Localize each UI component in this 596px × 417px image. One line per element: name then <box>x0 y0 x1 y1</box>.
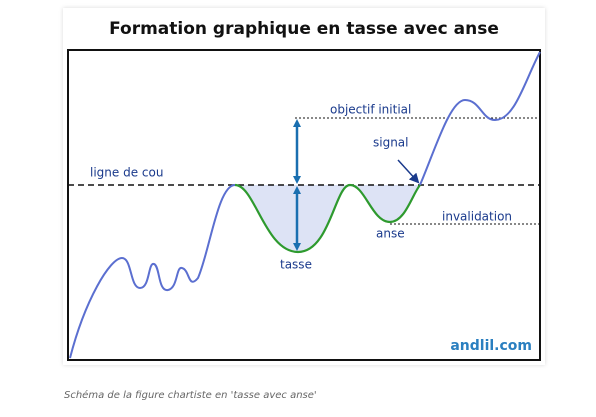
signal-arrow <box>397 159 420 184</box>
watermark: andlil.com <box>450 338 532 354</box>
caption: Schéma de la figure chartiste en 'tasse … <box>64 389 317 401</box>
cup-fill <box>235 185 420 252</box>
invalidation-label: invalidation <box>442 210 512 224</box>
handle-label: anse <box>376 227 405 241</box>
signal-label: signal <box>373 136 409 150</box>
target-label: objectif initial <box>330 103 411 117</box>
title: Formation graphique en tasse avec anse <box>109 19 499 39</box>
price-curve-after <box>419 51 541 186</box>
price-curve <box>69 184 236 359</box>
cup-handle <box>234 183 421 254</box>
cup-label: tasse <box>280 258 312 272</box>
neckline-label: ligne de cou <box>90 166 163 180</box>
